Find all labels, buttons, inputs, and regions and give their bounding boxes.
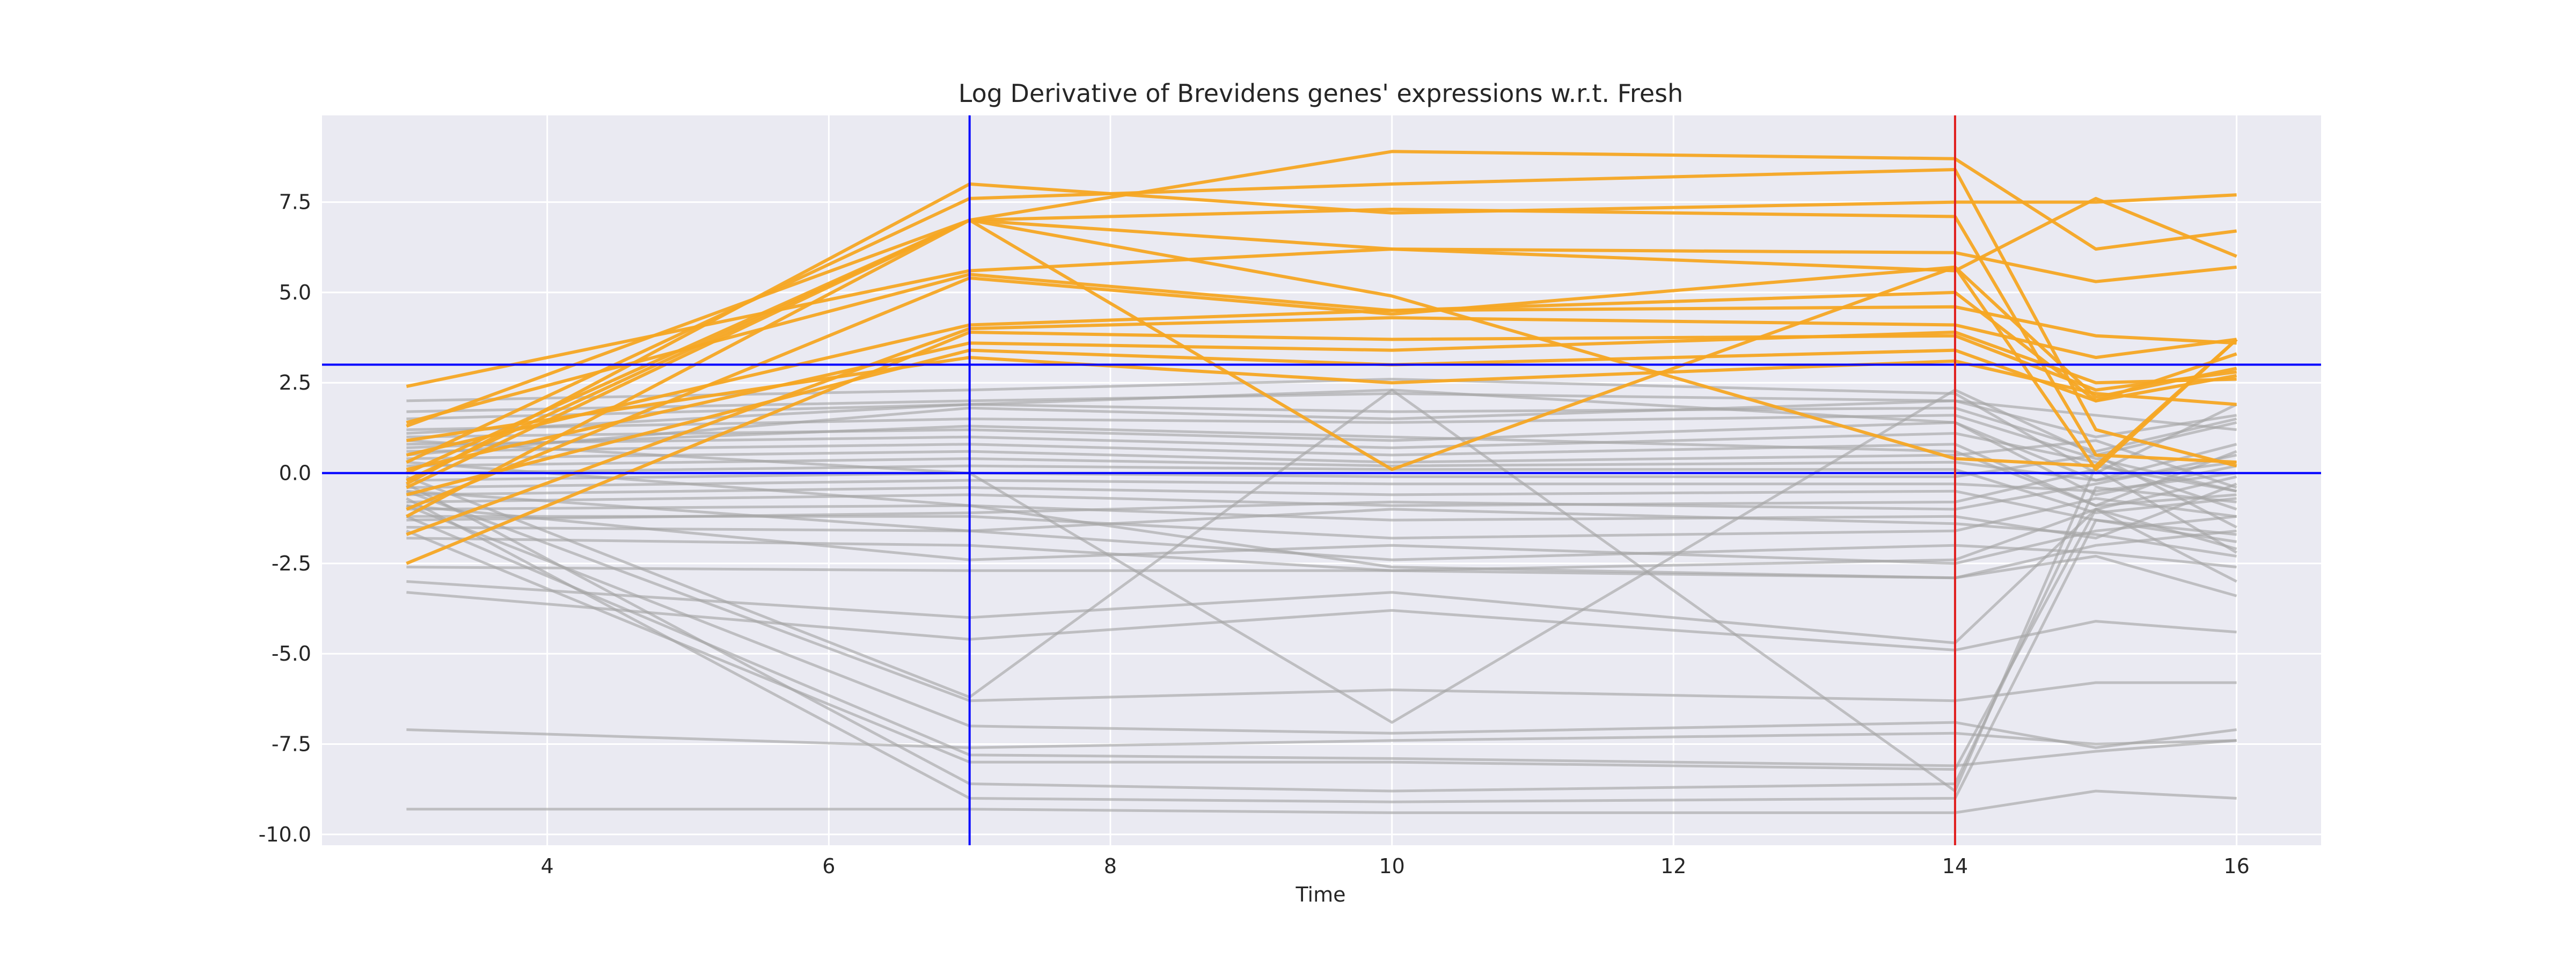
x-tick-label: 6: [822, 854, 835, 878]
highlighted-series-line: [406, 356, 2237, 442]
other-series-line: [406, 497, 2237, 803]
highlighted-series-line: [406, 196, 2237, 388]
x-tick-label: 14: [1942, 854, 1968, 878]
x-axis-label: Time: [1296, 883, 1346, 906]
reference-lines: [322, 115, 2321, 845]
other-series-line: [406, 453, 2237, 522]
other-series-line: [406, 399, 2237, 457]
other-series-line: [406, 472, 2237, 493]
highlighted-series-line: [406, 218, 2237, 489]
other-series-line: [406, 728, 2237, 749]
highlighted-series-line: [406, 305, 2237, 457]
other-series-line: [406, 489, 2237, 558]
x-tick-label: 12: [1660, 854, 1686, 878]
highlighted-series-line: [406, 168, 2237, 468]
y-tick-label: -7.5: [272, 732, 311, 756]
other-series-line: [406, 460, 2237, 580]
y-tick-label: 7.5: [279, 191, 311, 214]
other-series-line: [406, 789, 2237, 814]
other-series-line: [406, 468, 2237, 554]
other-series-line: [406, 389, 2237, 482]
grid-lines: [322, 115, 2321, 845]
other-series-line: [406, 526, 2237, 569]
x-tick-label: 10: [1379, 854, 1404, 878]
highlighted-series-group: [405, 150, 2238, 565]
y-tick-label: -10.0: [259, 823, 311, 846]
other-series-line: [406, 453, 2237, 529]
other-series-line: [406, 378, 2237, 474]
other-series-line: [406, 508, 2237, 645]
other-series-line: [406, 392, 2237, 431]
other-series-line: [406, 504, 2237, 565]
y-tick-label: 2.5: [279, 371, 311, 394]
x-tick-label: 16: [2223, 854, 2249, 878]
other-series-line: [406, 443, 2237, 507]
other-series-line: [406, 482, 2237, 793]
other-series-line: [406, 554, 2237, 597]
other-series-line: [406, 443, 2237, 482]
y-tick-label: 0.0: [279, 462, 311, 485]
y-tick-label: -5.0: [272, 642, 311, 665]
other-series-line: [406, 425, 2237, 507]
highlighted-series-line: [405, 182, 2237, 486]
other-series-line: [406, 515, 2237, 767]
highlighted-series-line: [406, 265, 2238, 511]
y-tick-label: -2.5: [272, 552, 311, 575]
highlighted-series-line: [406, 273, 2237, 425]
x-tick-label: 4: [541, 854, 554, 878]
highlighted-series-line: [406, 208, 2237, 475]
other-series-line: [406, 389, 2237, 793]
x-tick-label: 8: [1104, 854, 1117, 878]
other-series-line: [406, 497, 2237, 540]
y-tick-label: 5.0: [279, 281, 311, 304]
highlighted-series-line: [406, 218, 2238, 468]
other-series-line: [406, 414, 2237, 493]
chart-title: Log Derivative of Brevidens genes' expre…: [958, 79, 1684, 108]
axis-ticks: 4 6 8 10 12 14 16 -10.0 -7.5 -5.0 -2.5 0.0 2.5 5.0 7.5: [259, 191, 2250, 878]
other-series-line: [406, 591, 2237, 652]
other-series-group: [406, 378, 2237, 814]
other-series-line: [406, 489, 2237, 702]
